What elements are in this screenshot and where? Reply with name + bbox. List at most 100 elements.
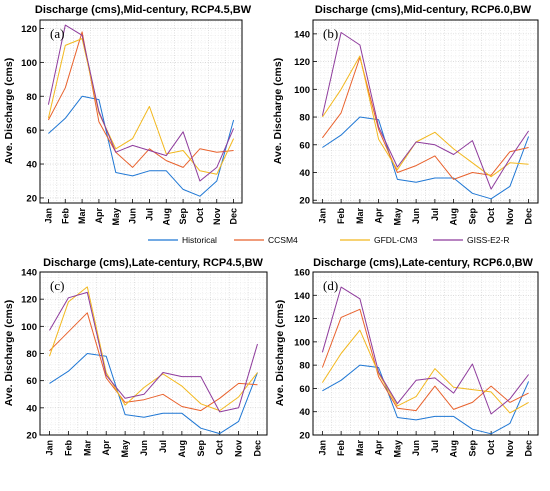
x-tick-label: Oct bbox=[486, 440, 496, 455]
panel-label: (d) bbox=[323, 278, 338, 293]
x-tick-label: Apr bbox=[101, 440, 111, 456]
series-line-gfdl-cm3 bbox=[47, 38, 235, 175]
x-tick-label: Feb bbox=[336, 440, 346, 457]
series-line-ccsm4 bbox=[321, 308, 529, 412]
y-tick-label: 60 bbox=[26, 126, 37, 137]
y-tick-label: 140 bbox=[21, 268, 37, 279]
x-tick-label: Nov bbox=[505, 440, 515, 457]
x-tick-label: Oct bbox=[215, 440, 225, 455]
y-tick-label: 100 bbox=[21, 58, 37, 69]
series-line-historical bbox=[322, 116, 530, 200]
legend-label: CCSM4 bbox=[268, 235, 298, 245]
y-tick-label: 40 bbox=[299, 407, 310, 418]
y-tick-label: 20 bbox=[26, 431, 37, 442]
y-tick-label: 140 bbox=[294, 29, 310, 40]
series-line-gfdl-cm3 bbox=[49, 286, 258, 412]
y-tick-label: 100 bbox=[294, 85, 310, 96]
legend-item: CCSM4 bbox=[234, 235, 298, 245]
series-line-gfdl-cm3 bbox=[321, 329, 529, 414]
y-tick-label: 100 bbox=[21, 322, 37, 333]
legend-item: Historical bbox=[148, 235, 217, 245]
x-tick-label: Dec bbox=[524, 440, 534, 457]
panel-label: (a) bbox=[50, 26, 64, 41]
panel-a: Discharge (cms),Mid-century, RCP4.5,BW A… bbox=[3, 4, 252, 226]
panel-label: (c) bbox=[50, 278, 64, 293]
axes-frame bbox=[39, 19, 243, 204]
y-axis-label: Ave. Discharge (cms) bbox=[3, 300, 15, 406]
x-tick-label: Jun bbox=[411, 440, 421, 456]
series-line-ccsm4 bbox=[49, 312, 258, 412]
axes-frame bbox=[312, 19, 539, 204]
y-tick-label: 60 bbox=[299, 384, 310, 395]
x-tick-label: May bbox=[120, 440, 130, 458]
series-line-giss-e2-r bbox=[49, 291, 258, 413]
y-axis-label: Ave. Discharge (cms) bbox=[274, 300, 286, 406]
x-tick-label: Sep bbox=[196, 440, 206, 457]
x-tick-label: Jan bbox=[317, 208, 327, 224]
series-line-historical bbox=[322, 364, 530, 435]
y-tick-label: 80 bbox=[26, 92, 37, 103]
x-tick-label: Sep bbox=[178, 208, 188, 225]
x-tick-label: Apr bbox=[94, 208, 104, 224]
y-tick-label: 60 bbox=[299, 140, 310, 151]
y-tick-label: 80 bbox=[299, 361, 310, 372]
x-tick-label: Apr bbox=[374, 208, 384, 224]
x-tick-label: Jan bbox=[317, 440, 327, 456]
x-tick-label: Jun bbox=[128, 208, 138, 224]
y-tick-label: 160 bbox=[294, 268, 310, 279]
y-tick-label: 40 bbox=[26, 160, 37, 171]
series-line-gfdl-cm3 bbox=[321, 55, 529, 178]
x-tick-label: Jul bbox=[430, 208, 440, 221]
x-tick-label: Nov bbox=[212, 208, 222, 225]
y-tick-label: 120 bbox=[294, 314, 310, 325]
x-tick-label: Aug bbox=[177, 440, 187, 458]
y-tick-label: 20 bbox=[299, 431, 310, 442]
panel-title: Discharge (cms),Late-century, RCP6.0,BW bbox=[313, 257, 533, 269]
x-tick-label: Jun bbox=[139, 440, 149, 456]
panel-label: (b) bbox=[323, 26, 338, 41]
y-axis-label: Ave. Discharge (cms) bbox=[3, 58, 15, 164]
x-tick-label: Dec bbox=[253, 440, 263, 457]
y-tick-label: 120 bbox=[294, 57, 310, 68]
series-line-ccsm4 bbox=[322, 56, 529, 180]
x-tick-label: Feb bbox=[336, 208, 346, 225]
y-tick-label: 20 bbox=[26, 193, 37, 204]
y-tick-label: 40 bbox=[299, 168, 310, 179]
legend-label: Historical bbox=[182, 235, 217, 245]
y-tick-label: 140 bbox=[294, 291, 310, 302]
x-tick-label: Jul bbox=[158, 440, 168, 453]
panel-d: Discharge (cms),Late-century, RCP6.0,BW … bbox=[274, 257, 539, 458]
y-tick-label: 80 bbox=[26, 349, 37, 360]
y-tick-label: 40 bbox=[26, 403, 37, 414]
y-tick-label: 20 bbox=[299, 196, 310, 207]
x-tick-label: May bbox=[392, 440, 402, 458]
legend-item: GFDL-CM3 bbox=[340, 235, 418, 245]
series-line-giss-e2-r bbox=[47, 24, 235, 182]
x-tick-label: Dec bbox=[524, 208, 534, 225]
x-tick-label: Apr bbox=[374, 440, 384, 456]
x-tick-label: Sep bbox=[467, 208, 477, 225]
x-tick-label: Aug bbox=[449, 440, 459, 458]
legend-item: GISS-E2-R bbox=[433, 235, 510, 245]
panel-b: Discharge (cms),Mid-century, RCP6.0,BW A… bbox=[272, 4, 539, 226]
y-tick-label: 120 bbox=[21, 24, 37, 35]
legend-label: GISS-E2-R bbox=[467, 235, 510, 245]
x-tick-label: Mar bbox=[355, 440, 365, 457]
panel-title: Discharge (cms),Mid-century, RCP4.5,BW bbox=[35, 4, 252, 16]
panel-title: Discharge (cms),Mid-century, RCP6.0,BW bbox=[315, 4, 532, 16]
x-tick-label: Mar bbox=[355, 208, 365, 225]
x-tick-label: Mar bbox=[82, 440, 92, 457]
legend-label: GFDL-CM3 bbox=[374, 235, 418, 245]
legend: Historical CCSM4 GFDL-CM3 GISS-E2-R bbox=[148, 235, 510, 245]
y-tick-label: 80 bbox=[299, 113, 310, 124]
x-tick-label: May bbox=[111, 208, 121, 226]
x-tick-label: Jul bbox=[430, 440, 440, 453]
x-tick-label: Aug bbox=[161, 208, 171, 226]
x-tick-label: Jan bbox=[43, 208, 53, 224]
x-tick-label: Oct bbox=[486, 208, 496, 223]
panel-title: Discharge (cms),Late-century, RCP4.5,BW bbox=[43, 257, 263, 269]
x-tick-label: Jan bbox=[44, 440, 54, 456]
axes-frame bbox=[312, 271, 539, 436]
y-axis-label: Ave. Discharge (cms) bbox=[272, 58, 284, 164]
series-line-historical bbox=[49, 353, 258, 435]
